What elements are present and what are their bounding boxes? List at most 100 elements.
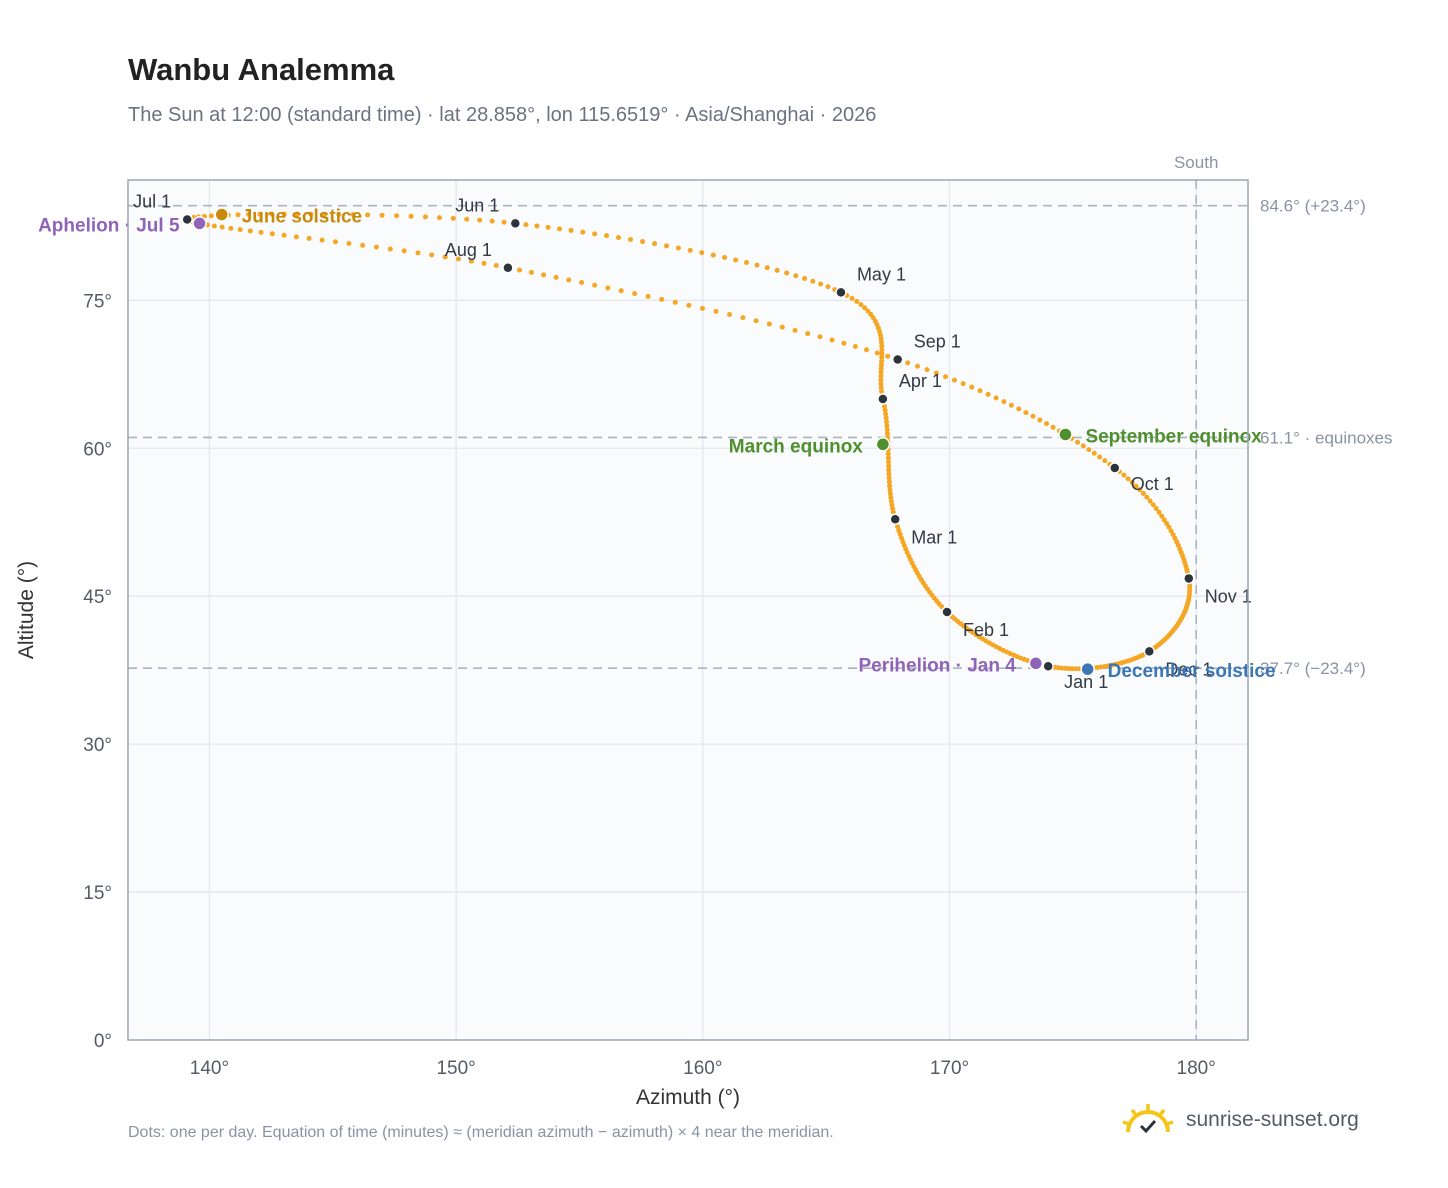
daily-sun-dot	[235, 212, 241, 218]
daily-sun-dot	[228, 225, 234, 231]
daily-sun-dot	[664, 243, 670, 249]
daily-sun-dot	[293, 234, 299, 240]
daily-sun-dot	[886, 479, 892, 485]
daily-sun-dot	[294, 211, 300, 217]
daily-sun-dot	[888, 495, 894, 501]
month-marker	[835, 286, 847, 299]
daily-sun-dot	[895, 524, 901, 530]
month-label: Feb 1	[963, 620, 1009, 640]
daily-sun-dot	[592, 282, 598, 288]
month-markers: Jan 1 Feb 1 Mar 1 Apr 1 May 1 Jun 1 Jul 1 Aug 1…	[133, 191, 1252, 692]
brand-logo[interactable]: sunrise-sunset.org	[1120, 1102, 1359, 1138]
daily-sun-dot	[1144, 494, 1150, 500]
daily-sun-dot	[993, 395, 999, 401]
daily-sun-dot	[1147, 498, 1153, 504]
daily-sun-dot	[886, 459, 892, 465]
month-label: Nov 1	[1205, 586, 1252, 606]
daily-sun-dot	[346, 241, 352, 247]
daily-sun-dot	[1164, 521, 1170, 527]
daily-sun-dot	[784, 270, 790, 276]
daily-sun-dot	[883, 415, 889, 421]
daily-sun-dot	[885, 455, 891, 461]
daily-sun-dot	[818, 281, 824, 287]
daily-sun-dot	[699, 250, 705, 256]
daily-sun-dot	[436, 215, 442, 221]
daily-sun-dot	[886, 475, 892, 481]
daily-sun-dot	[727, 312, 733, 318]
y-tick-label: 75°	[83, 291, 112, 312]
daily-sun-dot	[618, 288, 624, 294]
y-axis-label: Altitude (°)	[15, 561, 38, 659]
daily-sun-dot	[914, 363, 920, 369]
daily-sun-dot	[258, 229, 264, 235]
daily-sun-dot	[1001, 399, 1007, 405]
daily-sun-dot	[879, 388, 885, 394]
daily-sun-dot	[863, 347, 869, 353]
daily-sun-dot	[481, 260, 487, 266]
daily-sun-dot	[879, 351, 885, 357]
event-label: September equinox	[1085, 426, 1262, 447]
daily-sun-dot	[878, 373, 884, 379]
event-label: December solstice	[1108, 661, 1276, 682]
daily-sun-dot	[1168, 528, 1174, 534]
daily-sun-dot	[810, 278, 816, 284]
daily-sun-dot	[1125, 476, 1131, 482]
daily-sun-dot	[534, 223, 540, 229]
daily-sun-dot	[817, 334, 823, 340]
daily-sun-dot	[878, 362, 884, 368]
daily-sun-dot	[350, 212, 356, 218]
event-label: June solstice	[242, 207, 362, 228]
daily-sun-dot	[394, 213, 400, 219]
x-tick-label: 160°	[683, 1058, 722, 1079]
daily-sun-dot	[884, 427, 890, 433]
month-label: Dec 1	[1165, 659, 1212, 679]
month-label: Mar 1	[911, 527, 957, 547]
daily-sun-dot	[887, 483, 893, 489]
daily-sun-dot	[545, 224, 551, 230]
daily-sun-dot	[322, 211, 328, 217]
daily-sun-dot	[219, 224, 225, 230]
daily-sun-dot	[882, 407, 888, 413]
daily-sun-dot	[886, 463, 892, 469]
daily-sun-dot	[754, 262, 760, 268]
daily-sun-dot	[489, 218, 495, 224]
x-tick-label: 150°	[436, 1058, 475, 1079]
y-tick-label: 60°	[83, 439, 112, 460]
daily-sun-dot	[924, 367, 930, 373]
daily-sun-dot	[885, 353, 891, 359]
daily-sun-dot	[579, 280, 585, 286]
daily-sun-dot	[211, 223, 217, 229]
daily-sun-dot	[841, 340, 847, 346]
daily-sun-dot	[792, 327, 798, 333]
y-tick-label: 30°	[83, 735, 112, 756]
daily-sun-dot	[1140, 491, 1146, 497]
daily-sun-dot	[1091, 450, 1097, 456]
daily-sun-dot	[580, 229, 586, 235]
sun-logo-icon	[1122, 1104, 1174, 1134]
daily-sun-dot	[247, 228, 253, 234]
daily-sun-dot	[332, 239, 338, 245]
month-marker	[1143, 645, 1156, 658]
daily-sun-dot	[858, 302, 864, 308]
month-label: Jan 1	[1064, 672, 1108, 692]
daily-sun-dot	[825, 284, 831, 290]
daily-sun-dot	[1161, 517, 1167, 523]
month-marker	[1109, 462, 1121, 474]
daily-sun-dot	[1066, 666, 1072, 672]
daily-sun-dot	[1133, 483, 1139, 489]
month-label: Sep 1	[914, 331, 961, 351]
daily-sun-dot	[854, 299, 860, 305]
daily-sun-dot	[883, 411, 889, 417]
month-label: Oct 1	[1131, 474, 1174, 494]
daily-sun-dot	[1086, 447, 1092, 453]
daily-sun-dot	[733, 257, 739, 263]
daily-sun-dot	[878, 369, 884, 375]
chart-subtitle: The Sun at 12:00 (standard time) · lat 2…	[128, 104, 877, 126]
daily-sun-dot	[1016, 406, 1022, 412]
daily-sun-dot	[1073, 666, 1079, 672]
daily-sun-dot	[969, 384, 975, 390]
daily-sun-dot	[687, 247, 693, 253]
daily-sun-dot	[401, 248, 407, 254]
daily-sun-dot	[237, 227, 243, 233]
